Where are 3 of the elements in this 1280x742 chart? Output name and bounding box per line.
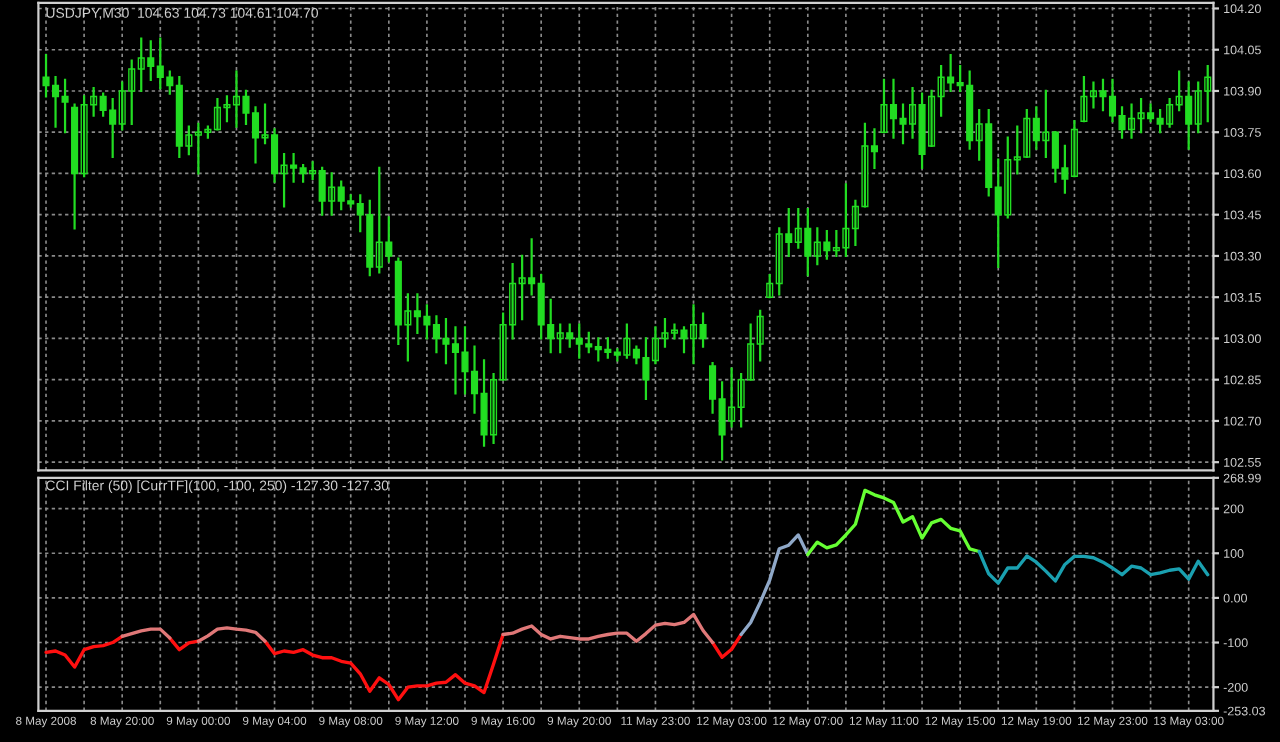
line-series [739, 533, 810, 637]
line-series [977, 549, 1210, 585]
line-series [806, 488, 981, 557]
